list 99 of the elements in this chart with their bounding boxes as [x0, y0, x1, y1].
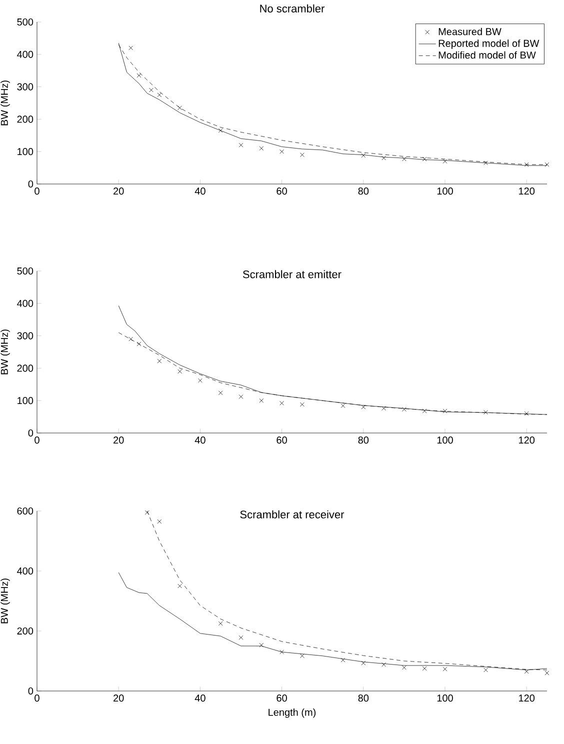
- point: [484, 668, 488, 672]
- x-tick-label: 60: [276, 436, 287, 444]
- point: [422, 156, 427, 162]
- point: [280, 401, 284, 406]
- y-tick-label: 300: [17, 332, 34, 340]
- y-axis-title: BW (MHz): [0, 80, 10, 126]
- point: [442, 408, 448, 414]
- chart-title: Scrambler at emitter: [242, 270, 342, 278]
- point: [238, 142, 244, 148]
- x-tick-label: 40: [194, 188, 206, 195]
- point: [524, 411, 529, 416]
- x-tick-label: 100: [437, 436, 453, 444]
- point: [157, 92, 162, 98]
- point: [128, 46, 134, 50]
- point: [259, 642, 264, 648]
- point: [422, 666, 427, 671]
- y-tick-label: 400: [17, 50, 34, 58]
- point: [524, 669, 529, 674]
- point: [300, 654, 304, 658]
- x-tick-label: 80: [358, 694, 369, 702]
- y-tick-label: 200: [17, 364, 34, 372]
- y-axis-title: BW (MHz): [0, 330, 10, 374]
- point: [144, 510, 150, 515]
- point: [178, 584, 182, 588]
- legend-label: Reported model of BW: [438, 40, 540, 49]
- point: [382, 406, 386, 411]
- x-tick-label: 60: [276, 188, 287, 195]
- y-tick-label: 300: [17, 83, 34, 90]
- x-axis-title: Length (m): [268, 708, 316, 718]
- x-tick-label: 120: [519, 436, 535, 444]
- point: [218, 621, 223, 626]
- point: [422, 408, 427, 414]
- y-tick-label: 400: [17, 300, 34, 307]
- point: [382, 156, 386, 160]
- point: [178, 369, 182, 374]
- point: [280, 650, 284, 654]
- x-tick-label: 20: [114, 188, 124, 195]
- point: [136, 73, 142, 78]
- point: [259, 398, 264, 403]
- y-tick-label: 100: [18, 148, 34, 156]
- y-tick-label: 200: [17, 627, 34, 635]
- x-tick-label: 20: [114, 694, 124, 702]
- x-tick-label: 60: [276, 694, 287, 702]
- point: [280, 149, 284, 154]
- legend-label: Modified model of BW: [438, 51, 536, 59]
- point: [157, 358, 162, 364]
- point: [361, 660, 366, 666]
- point: [544, 670, 550, 676]
- point: [300, 152, 304, 158]
- point: [157, 519, 162, 524]
- point: [218, 128, 223, 133]
- y-tick-label: 500: [17, 18, 34, 26]
- point: [149, 88, 154, 92]
- point: [484, 160, 488, 166]
- x-tick-label: 120: [519, 694, 535, 702]
- point: [340, 658, 346, 662]
- x-tick-label: 0: [34, 694, 40, 702]
- y-tick-label: 500: [17, 267, 34, 275]
- x-tick-label: 80: [358, 436, 369, 444]
- point: [136, 342, 142, 346]
- x-tick-label: 120: [519, 188, 535, 195]
- x-tick-label: 40: [194, 694, 206, 702]
- y-tick-label: 400: [17, 567, 34, 575]
- point: [484, 410, 488, 414]
- point: [128, 336, 134, 342]
- point: [238, 635, 244, 640]
- y-tick-label: 200: [17, 116, 34, 123]
- point: [402, 156, 406, 162]
- y-tick-label: 100: [18, 397, 34, 404]
- legend-label: Measured BW: [438, 28, 502, 36]
- point: [178, 106, 182, 110]
- x-tick-label: 0: [34, 436, 40, 444]
- point: [218, 390, 223, 396]
- x-tick-label: 0: [34, 188, 40, 195]
- y-tick-label: 0: [28, 687, 34, 695]
- point: [402, 665, 406, 670]
- chart-title: No scrambler: [260, 4, 324, 12]
- x-tick-label: 100: [437, 188, 453, 195]
- x-tick-label: 100: [437, 694, 453, 702]
- point: [340, 404, 346, 408]
- y-axis-title: BW (MHz): [0, 578, 10, 624]
- y-tick-label: 0: [28, 429, 34, 437]
- y-tick-label: 600: [17, 507, 34, 515]
- point: [238, 394, 244, 399]
- point: [198, 378, 202, 383]
- chart-title: Scrambler at receiver: [240, 510, 344, 518]
- y-tick-label: 0: [28, 180, 34, 188]
- point: [259, 146, 264, 151]
- point: [524, 162, 529, 167]
- point: [402, 407, 406, 412]
- x-tick-label: 20: [114, 436, 124, 444]
- point: [361, 404, 366, 410]
- point: [382, 662, 386, 667]
- point: [442, 159, 448, 164]
- point: [300, 402, 304, 407]
- x-tick-label: 80: [358, 188, 369, 195]
- x-tick-label: 40: [194, 436, 206, 444]
- point: [442, 666, 448, 672]
- point: [361, 153, 366, 158]
